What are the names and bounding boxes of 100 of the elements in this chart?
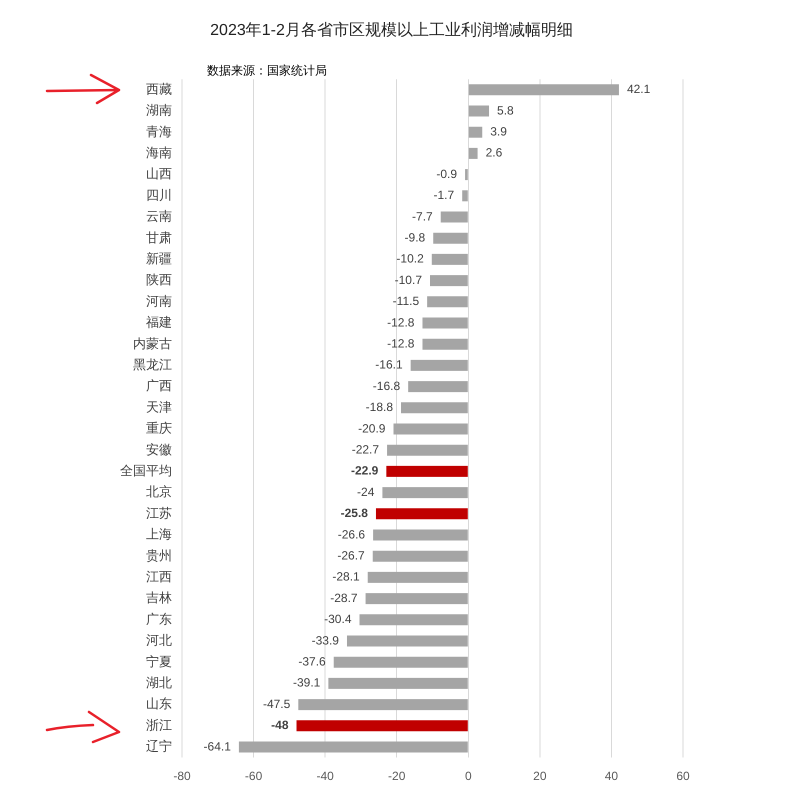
bar [393,423,468,435]
data-label: 2.6 [486,146,503,160]
data-label: -33.9 [312,633,340,648]
bar [373,529,468,541]
y-tick-label: 北京 [146,484,172,500]
x-tick-label: 60 [676,769,690,784]
y-tick-label: 山西 [146,166,172,182]
data-label: -39.1 [293,676,321,690]
bar [465,169,468,180]
data-label: -18.8 [366,400,394,414]
y-tick-label: 甘肃 [146,230,172,245]
data-label: -20.9 [358,421,386,436]
bar [298,699,468,710]
y-tick-label: 新疆 [146,250,172,266]
bar [422,317,468,329]
y-tick-label: 广东 [146,611,172,626]
y-tick-label: 重庆 [146,420,172,436]
y-tick-label: 山东 [146,696,172,712]
data-label: -48 [271,718,289,732]
y-tick-label: 上海 [146,526,172,542]
bar [468,126,482,138]
y-tick-label: 福建 [146,314,172,330]
bar [387,444,468,456]
y-tick-label: 广西 [146,378,172,394]
data-label: -12.8 [387,315,415,330]
y-tick-label: 天津 [146,399,172,414]
y-tick-label: 海南 [146,144,172,160]
bar [468,84,619,96]
bar [422,338,468,350]
source-note: 数据来源：国家统计局 [207,64,327,78]
bar [432,254,468,265]
bar [238,741,468,753]
data-label: -16.8 [372,378,400,393]
data-label: -24 [357,484,375,499]
y-tick-label: 河南 [146,293,172,308]
y-tick-label: 安徽 [146,442,172,457]
x-tick-label: -40 [316,769,334,784]
x-tick-label: 0 [464,769,472,784]
x-tick-label: -80 [173,769,191,784]
data-label: -22.9 [350,464,379,478]
bar [468,148,478,159]
bar [359,614,468,626]
data-label: -26.7 [337,548,366,563]
bar [382,487,468,498]
data-label: -64.1 [204,739,232,754]
bar [433,232,468,244]
data-label: -26.6 [338,527,366,542]
data-label: -10.7 [394,272,422,287]
data-label: -30.4 [324,612,352,626]
data-label: -1.7 [434,188,455,202]
data-label: 42.1 [626,82,651,96]
bar [368,572,468,583]
bar [408,381,468,392]
y-tick-label: 江西 [146,568,172,584]
data-label: -28.7 [330,590,358,605]
data-label: -16.1 [375,358,403,372]
y-tick-label: 陕西 [146,272,172,288]
data-label: -0.9 [436,166,458,181]
x-tick-label: 20 [533,769,547,784]
y-tick-label: 西藏 [146,81,172,96]
x-tick-label: 40 [604,769,618,784]
y-tick-label: 江苏 [146,505,172,520]
bar [386,466,468,477]
data-label: -47.5 [262,696,291,711]
bar [376,508,468,520]
data-label: -7.7 [412,209,434,224]
bar [430,275,468,286]
y-tick-label: 全国平均 [120,462,172,478]
data-label: 3.9 [490,124,508,139]
data-label: -37.6 [298,654,326,669]
y-tick-label: 浙江 [146,717,172,732]
bar [372,550,468,562]
x-tick-label: -20 [388,769,406,784]
data-label: -11.5 [392,294,420,308]
bar [366,593,468,604]
bar [296,720,468,732]
data-label: -22.7 [352,442,380,457]
bar [462,190,468,202]
y-tick-label: 辽宁 [146,738,172,754]
y-tick-label: 贵州 [146,548,172,563]
bar [334,656,468,668]
y-tick-label: 湖北 [146,674,172,690]
bar [401,402,468,414]
y-tick-label: 湖南 [146,102,172,118]
y-tick-label: 河北 [146,632,172,648]
bar [468,105,490,117]
bar [440,211,468,223]
y-tick-label: 内蒙古 [133,336,172,351]
data-label: -9.8 [404,230,426,245]
data-label: -25.8 [340,506,368,520]
y-tick-label: 吉林 [146,590,172,606]
data-label: -28.1 [332,570,360,584]
bar [410,360,468,371]
chart-title: 2023年1-2月各省市区规模以上工业利润增减幅明细 [210,21,573,40]
y-tick-label: 青海 [146,124,172,139]
y-tick-label: 云南 [146,208,172,224]
y-tick-label: 黑龙江 [133,356,172,372]
bar [427,296,468,308]
bar [346,635,468,647]
data-label: -12.8 [387,336,415,351]
